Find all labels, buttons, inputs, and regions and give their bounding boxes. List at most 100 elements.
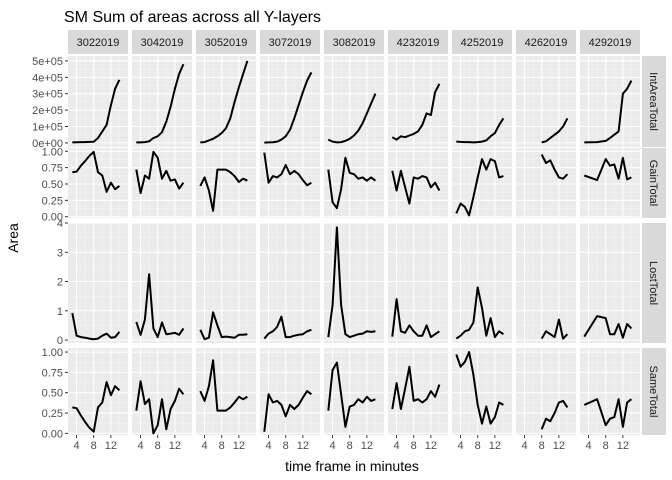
column-strip-label: 3052019 xyxy=(205,37,248,49)
panel-3052019-IntAreaTotal xyxy=(196,56,256,147)
column-strip xyxy=(580,30,640,54)
panel-background xyxy=(196,348,256,435)
panel-4232019-IntAreaTotal xyxy=(388,56,448,147)
panel-background xyxy=(324,56,384,147)
panel-background xyxy=(580,223,640,343)
panel-background xyxy=(324,348,384,435)
panel-3022019-LostTotal xyxy=(68,222,128,343)
series-line-IntAreaTotal xyxy=(391,83,441,141)
panel-background xyxy=(260,56,320,147)
y-tick-label: 0.75 xyxy=(42,367,63,379)
column-strip-label: 4232019 xyxy=(397,37,440,49)
column-strip xyxy=(260,30,320,54)
series-line-IntAreaTotal xyxy=(136,63,185,144)
panel-3022019-GainTotal xyxy=(68,148,128,218)
panel-4232019-SameTotal xyxy=(388,348,448,435)
y-tick-label: 2 xyxy=(57,277,63,289)
series-line-GainTotal xyxy=(455,158,504,217)
panel-3082019-IntAreaTotal xyxy=(324,56,384,147)
series-line-SameTotal xyxy=(583,398,633,428)
y-tick-label: 0.50 xyxy=(42,388,63,400)
x-tick-label: 12 xyxy=(425,440,437,452)
chart-title: SM Sum of areas across all Y-layers xyxy=(64,9,321,26)
panel-background xyxy=(388,223,448,343)
series-line-IntAreaTotal xyxy=(541,117,569,144)
x-tick-label: 8 xyxy=(603,440,609,452)
x-tick-label: 4 xyxy=(202,440,208,452)
x-tick-label: 12 xyxy=(233,440,245,452)
panel-4252019-IntAreaTotal xyxy=(452,56,512,147)
panel-background xyxy=(196,56,256,147)
column-strip-label: 3042019 xyxy=(141,37,184,49)
panel-background xyxy=(196,223,256,343)
column-strip-label: 3082019 xyxy=(333,37,376,49)
series-line-LostTotal xyxy=(263,315,312,340)
column-strip-label: 4252019 xyxy=(461,37,504,49)
row-strip-label: GainTotal xyxy=(647,160,659,206)
panel-3052019-SameTotal xyxy=(196,348,256,435)
panel-3042019-SameTotal xyxy=(132,348,192,435)
row-strip-label: SameTotal xyxy=(647,366,659,418)
series-line-GainTotal xyxy=(135,150,185,195)
x-tick-label: 4 xyxy=(138,440,144,452)
panel-4262019-IntAreaTotal xyxy=(516,56,576,147)
series-line-LostTotal xyxy=(71,312,121,341)
panel-4252019-SameTotal xyxy=(452,348,512,435)
series-line-GainTotal xyxy=(583,156,632,182)
series-line-IntAreaTotal xyxy=(72,79,121,144)
y-tick-label: 2e+05 xyxy=(32,105,63,117)
series-line-IntAreaTotal xyxy=(584,80,633,144)
panel-4232019-GainTotal xyxy=(388,148,448,218)
x-tick-label: 12 xyxy=(553,440,565,452)
y-tick-label: 1 xyxy=(57,306,63,318)
y-tick-label: 3 xyxy=(57,247,63,259)
panel-background xyxy=(260,223,320,343)
series-line-SameTotal xyxy=(199,359,248,412)
panel-4262019-LostTotal xyxy=(516,222,576,343)
column-strip xyxy=(388,30,448,54)
column-strip-label: 3022019 xyxy=(77,37,120,49)
panel-3022019-SameTotal xyxy=(68,348,128,435)
column-strip xyxy=(452,30,512,54)
series-line-GainTotal xyxy=(391,169,441,205)
panel-3022019-IntAreaTotal xyxy=(68,56,128,147)
column-strip xyxy=(324,30,384,54)
row-strip xyxy=(642,348,666,435)
panel-4232019-LostTotal xyxy=(388,222,448,343)
y-tick-label: 0.00 xyxy=(42,428,63,440)
series-line-SameTotal xyxy=(540,399,569,430)
panel-3042019-IntAreaTotal xyxy=(132,56,192,147)
series-line-IntAreaTotal xyxy=(456,117,505,144)
series-line-GainTotal xyxy=(327,156,377,210)
row-strip-label: LostTotal xyxy=(647,261,659,305)
panel-3042019-LostTotal xyxy=(132,222,192,343)
column-strip-label: 4292019 xyxy=(589,37,632,49)
series-line-LostTotal xyxy=(455,286,504,340)
panel-background xyxy=(260,348,320,435)
series-line-LostTotal xyxy=(199,311,248,341)
panel-3072019-LostTotal xyxy=(260,222,320,343)
series-line-SameTotal xyxy=(455,351,504,425)
panel-3082019-GainTotal xyxy=(324,148,384,218)
series-line-GainTotal xyxy=(540,154,569,180)
panel-background xyxy=(452,223,512,343)
column-strip-label: 3072019 xyxy=(269,37,312,49)
series-line-SameTotal xyxy=(135,380,185,435)
panel-background xyxy=(516,56,576,147)
x-tick-label: 12 xyxy=(297,440,309,452)
panel-3072019-SameTotal xyxy=(260,348,320,435)
column-strip xyxy=(196,30,256,54)
panel-3072019-IntAreaTotal xyxy=(260,56,320,147)
panel-4292019-SameTotal xyxy=(580,348,640,435)
y-tick-label: 1.00 xyxy=(42,347,63,359)
panel-3052019-GainTotal xyxy=(196,148,256,218)
x-tick-label: 12 xyxy=(489,440,501,452)
panel-4252019-GainTotal xyxy=(452,148,512,218)
y-axis-title: Area xyxy=(5,223,21,253)
x-tick-label: 4 xyxy=(74,440,80,452)
panel-background xyxy=(68,56,128,147)
row-strip xyxy=(642,148,666,218)
x-tick-label: 8 xyxy=(91,440,97,452)
y-tick-label: 0e+00 xyxy=(32,138,63,150)
